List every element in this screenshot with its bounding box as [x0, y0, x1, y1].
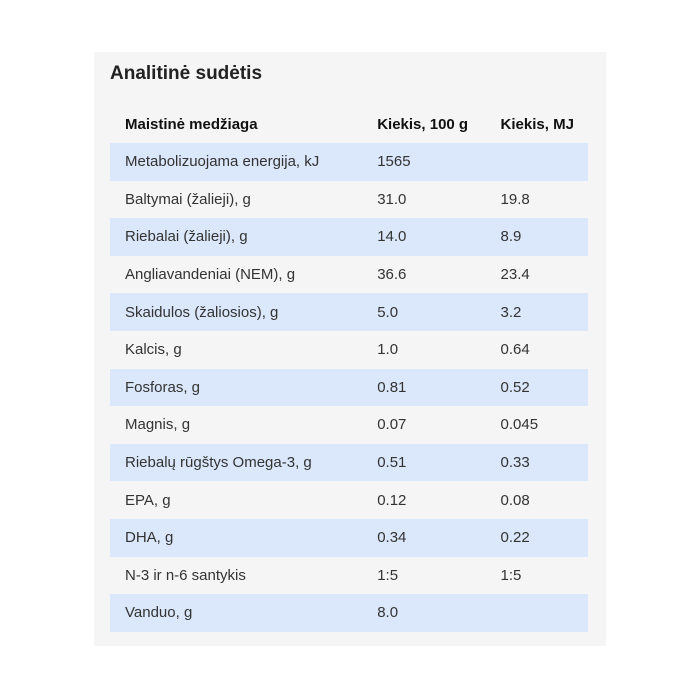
nutrient-name-cell: Vanduo, g — [110, 594, 363, 632]
nutrient-name-cell: EPA, g — [110, 481, 363, 519]
amount-mj-cell: 0.22 — [485, 518, 588, 557]
column-header-amount-mj: Kiekis, MJ — [500, 115, 574, 133]
column-header-amount-100g: Kiekis, 100 g — [377, 115, 469, 133]
table-row: Skaidulos (žaliosios), g 5.0 3.2 — [110, 293, 588, 331]
nutrient-name-cell: Baltymai (žalieji), g — [110, 180, 363, 219]
amount-100g-cell: 36.6 — [362, 255, 486, 294]
nutrient-name-cell: Metabolizuojama energija, kJ — [110, 143, 363, 181]
amount-100g-cell: 31.0 — [362, 180, 486, 219]
table-row: Metabolizuojama energija, kJ 1565 — [110, 143, 588, 181]
amount-mj-cell: 0.64 — [485, 330, 588, 369]
nutrient-table: Maistinė medžiaga Kiekis, 100 g Kiekis, … — [110, 105, 588, 632]
table-row: Baltymai (žalieji), g 31.0 19.8 — [110, 180, 588, 219]
amount-mj-cell: 19.8 — [485, 180, 588, 219]
amount-100g-cell: 1.0 — [362, 330, 486, 369]
table-row: Angliavandeniai (NEM), g 36.6 23.4 — [110, 255, 588, 294]
table-row: DHA, g 0.34 0.22 — [110, 518, 588, 557]
amount-mj-cell: 3.2 — [485, 293, 588, 331]
section-title: Analitinė sudėtis — [110, 63, 263, 84]
table-row: Kalcis, g 1.0 0.64 — [110, 330, 588, 369]
column-header-nutrient: Maistinė medžiaga — [125, 115, 258, 133]
amount-mj-cell: 0.52 — [485, 368, 588, 407]
nutrient-name-cell: Magnis, g — [110, 406, 363, 444]
nutrient-name-cell: Riebalų rūgštys Omega-3, g — [110, 443, 363, 482]
table-row: Vanduo, g 8.0 — [110, 594, 588, 632]
nutrient-name-cell: Kalcis, g — [110, 330, 363, 369]
amount-100g-cell: 14.0 — [362, 218, 486, 256]
amount-100g-cell: 1:5 — [362, 556, 486, 595]
nutrient-name-cell: Angliavandeniai (NEM), g — [110, 255, 363, 294]
nutrient-name-cell: DHA, g — [110, 518, 363, 557]
amount-mj-cell: 0.045 — [485, 406, 588, 444]
nutrient-name-cell: Skaidulos (žaliosios), g — [110, 293, 363, 331]
table-row: N-3 ir n-6 santykis 1:5 1:5 — [110, 556, 588, 595]
amount-mj-cell: 23.4 — [485, 255, 588, 294]
amount-mj-cell — [485, 594, 588, 632]
amount-mj-cell: 0.33 — [485, 443, 588, 482]
amount-mj-cell: 1:5 — [485, 556, 588, 595]
amount-mj-cell: 0.08 — [485, 481, 588, 519]
table-row: Riebalų rūgštys Omega-3, g 0.51 0.33 — [110, 443, 588, 482]
amount-100g-cell: 0.34 — [362, 518, 486, 557]
table-row: EPA, g 0.12 0.08 — [110, 481, 588, 519]
table-body: Metabolizuojama energija, kJ 1565 Baltymai… — [110, 143, 588, 632]
amount-100g-cell: 0.07 — [362, 406, 486, 444]
amount-100g-cell: 0.51 — [362, 443, 486, 482]
amount-mj-cell — [485, 143, 588, 181]
table-row: Riebalai (žalieji), g 14.0 8.9 — [110, 218, 588, 256]
table-row: Fosforas, g 0.81 0.52 — [110, 368, 588, 407]
table-row: Magnis, g 0.07 0.045 — [110, 406, 588, 444]
amount-100g-cell: 8.0 — [362, 594, 486, 632]
amount-100g-cell: 0.81 — [362, 368, 486, 407]
amount-mj-cell: 8.9 — [485, 218, 588, 256]
nutrient-name-cell: Riebalai (žalieji), g — [110, 218, 363, 256]
amount-100g-cell: 5.0 — [362, 293, 486, 331]
analytical-composition-panel: Analitinė sudėtis Maistinė medžiaga Kiek… — [94, 52, 606, 646]
table-header-row: Maistinė medžiaga Kiekis, 100 g Kiekis, … — [110, 105, 588, 143]
amount-100g-cell: 1565 — [362, 143, 486, 181]
amount-100g-cell: 0.12 — [362, 481, 486, 519]
nutrient-name-cell: Fosforas, g — [110, 368, 363, 407]
nutrient-name-cell: N-3 ir n-6 santykis — [110, 556, 363, 595]
